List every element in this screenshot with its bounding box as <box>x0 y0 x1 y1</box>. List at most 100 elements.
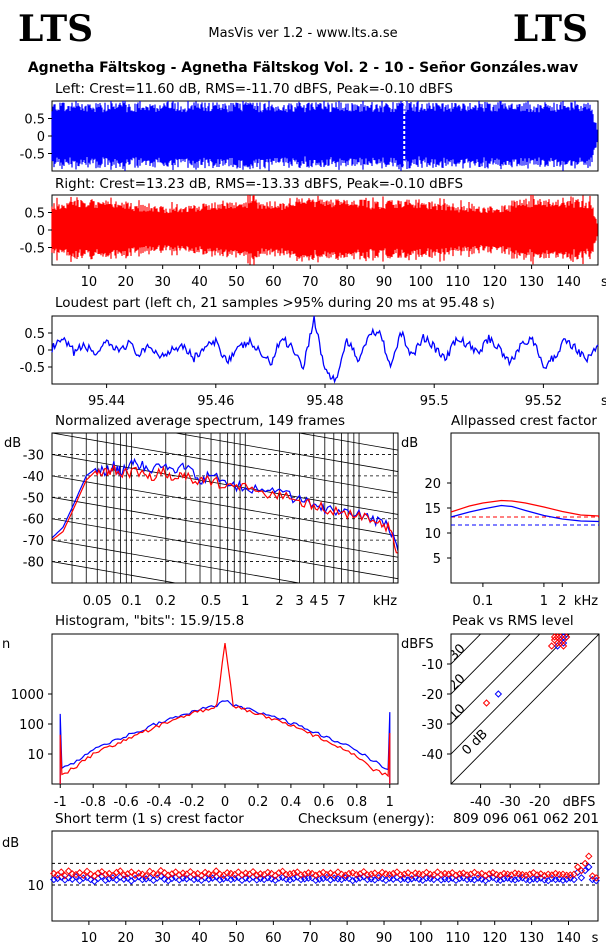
crest-point <box>444 870 453 878</box>
app-version: MasVis ver 1.2 - www.lts.a.se <box>208 26 398 41</box>
crest-point <box>396 875 405 884</box>
crest-point <box>348 876 357 885</box>
crest-point <box>422 868 431 877</box>
crest-point <box>190 875 198 884</box>
crest-point <box>171 868 180 876</box>
xtick-label: 70 <box>302 275 319 290</box>
crest-point <box>537 870 545 878</box>
ytick-label: 15 <box>424 502 441 517</box>
crest-point <box>444 875 453 883</box>
ytick-label: -20 <box>422 688 443 703</box>
crest-point <box>496 876 504 885</box>
left-channel-title: Left: Crest=11.60 dB, RMS=-11.70 dBFS, P… <box>55 81 453 97</box>
crest-point <box>548 871 556 879</box>
crest-point <box>437 876 445 884</box>
crest-point <box>478 875 486 883</box>
xtick-label: 120 <box>482 275 507 290</box>
crest-point <box>363 875 372 884</box>
xtick-label: 60 <box>265 931 282 946</box>
xtick-label: 30 <box>154 275 171 290</box>
xtick-label: -0.2 <box>179 795 204 810</box>
xtick-label: 40 <box>191 275 208 290</box>
histogram-ylabel: n <box>2 637 10 652</box>
crest-point <box>485 870 493 878</box>
crest-point <box>208 871 217 879</box>
crest-point <box>120 871 128 879</box>
waveform-left-signal <box>51 101 598 171</box>
crest-point <box>566 871 575 879</box>
crest-point <box>489 869 497 877</box>
ytick-label: 0.5 <box>24 207 45 222</box>
crest-point <box>216 870 224 878</box>
crest-point <box>112 868 121 877</box>
crest-point <box>79 871 88 879</box>
xtick-label: 140 <box>556 931 581 946</box>
spectrum-slope-line <box>52 518 398 580</box>
crest-point <box>548 874 556 883</box>
pvr-point <box>559 639 568 647</box>
crest-point <box>278 867 287 876</box>
crest-point <box>334 868 342 876</box>
crest-point <box>374 871 383 880</box>
crest-point <box>562 875 571 883</box>
pvr-xlabel: dBFS <box>563 795 596 810</box>
pvr-title: Peak vs RMS level <box>452 613 574 629</box>
xtick-label: 100 <box>409 931 434 946</box>
allpass-series-line <box>450 504 600 523</box>
pvr-point <box>553 639 562 647</box>
xtick-label: 100 <box>409 275 434 290</box>
crest-point <box>433 868 442 876</box>
crest-point <box>470 868 479 877</box>
crest-point <box>407 875 416 883</box>
xtick-label: 3 <box>295 594 303 609</box>
xtick-label: 50 <box>228 931 245 946</box>
crest-point <box>64 867 73 875</box>
crest-point <box>127 868 136 876</box>
pvr-point <box>559 633 568 641</box>
spectrum-slope-line <box>52 283 398 343</box>
crest-point <box>378 868 386 877</box>
crest-point <box>286 870 294 878</box>
crest-point <box>98 867 106 876</box>
histogram-series-line <box>59 643 391 784</box>
crest-point <box>385 870 394 879</box>
xtick-label: 95.46 <box>197 394 234 409</box>
crest-point <box>286 876 294 884</box>
crest-point <box>522 871 530 879</box>
xtick-label: 10 <box>81 931 98 946</box>
crest-point <box>264 874 272 882</box>
ytick-label: 20 <box>424 477 441 492</box>
pvr-diagonal <box>451 634 511 695</box>
ytick-label: 100 <box>19 718 44 733</box>
spectrum-slope-line <box>52 669 398 729</box>
crest-point <box>574 863 582 871</box>
xtick-label: 4 <box>310 594 318 609</box>
ytick-label: 10 <box>27 879 44 894</box>
pvr-diagonal-label: 0 dB <box>459 727 491 759</box>
crest-point <box>400 870 409 878</box>
pvr-point <box>550 633 559 641</box>
crest-point <box>264 868 272 877</box>
crest-point <box>208 874 217 882</box>
crest-point <box>315 870 324 878</box>
crest-point <box>301 875 309 883</box>
crest-point <box>319 868 327 877</box>
crest-point <box>577 866 586 875</box>
crest-point <box>134 869 143 877</box>
spectrum-slope-line <box>173 433 398 472</box>
crest-point <box>404 869 412 877</box>
crest-point <box>179 869 187 877</box>
crest-point <box>87 875 95 884</box>
right-channel-title: Right: Crest=13.23 dB, RMS=-13.33 dBFS, … <box>55 176 464 192</box>
ytick-label: -60 <box>23 513 44 528</box>
pvr-frame <box>450 633 600 785</box>
crest-point <box>101 876 110 885</box>
xtick-label: 20 <box>118 275 135 290</box>
crest-point <box>323 870 331 879</box>
crest-point <box>267 875 276 883</box>
crest-point <box>212 867 220 875</box>
crest-point <box>526 876 534 885</box>
xtick-label: 0.1 <box>121 594 142 609</box>
xtick-label: 0.4 <box>281 795 302 810</box>
xtick-label: 7 <box>337 594 345 609</box>
